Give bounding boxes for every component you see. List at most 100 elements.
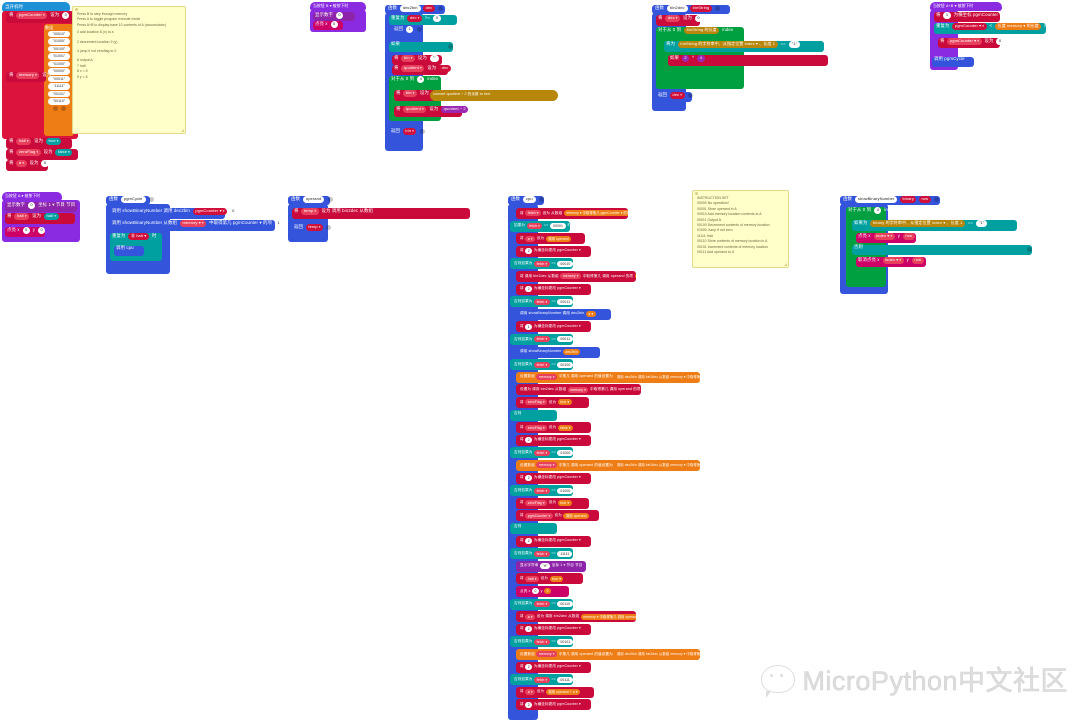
ba-halt2[interactable]: halt xyxy=(43,213,59,220)
set-pgmcounter-row[interactable]: 将 pgmCounter 设为 0 xyxy=(6,12,76,23)
ab-r2-right[interactable]: 长度 memory ▾ 的长度 xyxy=(995,23,1042,30)
cpu-row-var[interactable]: memory xyxy=(536,462,558,469)
cpu-row-expr[interactable]: dec2bin xyxy=(563,348,581,355)
cpu-row-value[interactable]: 00101 xyxy=(557,638,573,645)
cpu-row-set-14[interactable]: 设置为 调用 bin2dec 从数组memory中取得第几 调用 operand… xyxy=(516,384,641,396)
block-function-dec2bin[interactable]: 函数 dec2bin dec xyxy=(385,5,445,14)
cpu-row-var[interactable]: fetch xyxy=(526,222,543,229)
cpu-row-set-2[interactable]: 将a设为调用 operand xyxy=(516,233,585,245)
var-dec2[interactable]: dec xyxy=(665,15,681,22)
value-a-zero[interactable]: 0 xyxy=(41,160,49,167)
cpu-row-change-6[interactable]: 将 2 为横坐标更改 pgmCounter ▾ xyxy=(516,283,591,295)
cpu-row-value[interactable]: 00001 xyxy=(550,222,566,229)
bin2dec-if2-row[interactable]: 如果 2 ^ 4 xyxy=(668,55,828,66)
operand-set-temp[interactable]: 将 temp 设为 调用 bin2dec 从数组 xyxy=(292,208,470,219)
block-function-pgmcycle[interactable]: 函数 pgmCycle xyxy=(106,196,154,205)
cpu-row-value[interactable]: 01000 xyxy=(557,449,573,456)
cpu-row-var[interactable]: halt xyxy=(525,575,540,582)
memory-item[interactable]: "00011" xyxy=(48,75,70,82)
cpu-row-var[interactable]: zeroFlag xyxy=(525,424,548,431)
dec2bin-val[interactable]: 0 xyxy=(433,15,441,22)
var-a[interactable]: a xyxy=(16,160,27,167)
var-quotient[interactable]: quotient xyxy=(401,65,425,72)
cpu-row-value[interactable]: 00110 xyxy=(557,600,573,607)
param-binstring[interactable]: binString xyxy=(690,5,712,12)
cpu-row-else-25[interactable]: 否则 xyxy=(510,523,558,534)
cpu-row-show-28[interactable]: 显示字符串 "H" 坐标 1 ▾ 节目 节目 xyxy=(516,560,587,572)
ret2-mutator[interactable] xyxy=(419,128,425,134)
ba-halt[interactable]: halt xyxy=(14,213,30,220)
var-quotient2[interactable]: quotient xyxy=(403,106,427,113)
ret2-bin[interactable]: bin xyxy=(402,128,417,135)
ba-r1-pill[interactable]: 0 xyxy=(27,202,36,209)
memory-item[interactable]: "00101" xyxy=(48,90,70,97)
cpu-row-value[interactable]: 2 xyxy=(525,626,533,633)
dec2bin-return2[interactable]: 返回 bin xyxy=(389,128,425,138)
instr-comment-resize-handle[interactable] xyxy=(784,263,787,266)
comment-resize-handle[interactable] xyxy=(181,129,184,132)
function-name-cpu[interactable]: cpu xyxy=(522,196,536,203)
cpu-row-change-21[interactable]: 将 2 为横坐标更改 pgmCounter ▾ xyxy=(516,472,591,484)
for-len[interactable]: binString 的长度 xyxy=(684,27,720,34)
bin2dec-return[interactable]: 返回 dec xyxy=(656,92,693,102)
cpu-row-expr[interactable]: true ▾ xyxy=(557,399,572,406)
function-name-dec2bin[interactable]: dec2bin xyxy=(399,5,421,12)
cpu-row-var[interactable]: memory xyxy=(536,374,558,381)
pgmcycle-row2[interactable]: 调用 showBinaryNumber 从数组 memory ▾ 中取得第几 p… xyxy=(110,220,283,231)
sb-for-n[interactable]: 4 xyxy=(874,207,882,214)
block-on-button-ab[interactable]: 当按钮 A+B ▾ 被按下时 xyxy=(930,2,1002,11)
dec2bin-set-quotient[interactable]: 将 quotient 设为 dec xyxy=(392,65,451,75)
var-memory[interactable]: memory xyxy=(16,72,40,79)
pc-r2-pill[interactable]: memory ▾ xyxy=(179,220,207,227)
function-mutator-icon-1[interactable] xyxy=(438,5,444,11)
bi-one[interactable]: "1" xyxy=(788,41,801,48)
cpu-row-set-17[interactable]: 将zeroFlag设为false ▾ xyxy=(516,422,591,434)
cpu-row-var[interactable]: fetch xyxy=(534,449,550,456)
memory-item[interactable]: "01000" xyxy=(48,60,70,67)
cpu-row-var[interactable]: zeroFlag xyxy=(525,500,548,507)
function-mutator-icon-5[interactable] xyxy=(934,196,940,202)
set-memory-row[interactable]: 将 memory 设为 xyxy=(6,72,51,82)
sb-if-val[interactable]: "1" xyxy=(976,220,988,227)
quot-dec[interactable]: dec xyxy=(439,65,451,72)
set-halt-row[interactable]: 将 halt 设为 true xyxy=(6,138,72,149)
bin2dec-set-dec[interactable]: 将 dec 设为 0 xyxy=(656,15,703,26)
cpu-row-var[interactable]: pgmCounter xyxy=(525,512,553,519)
cpu-row-value[interactable]: 2 xyxy=(525,285,533,292)
memory-item[interactable]: "00010" xyxy=(48,30,70,37)
button-a-row1[interactable]: 显示数字 0 坐标 1 ▾ 节目 节目 xyxy=(5,202,77,212)
bin2dec-if-row[interactable]: 将为 binString 的字符串中、从指定位置 index ▾ 、长度 1 =… xyxy=(664,41,824,52)
for-to[interactable]: 4 xyxy=(417,76,425,83)
cpu-row-change-36[interactable]: 将 2 为横坐标更改 pgmCounter ▾ xyxy=(516,661,591,673)
cpu-row-value[interactable]: 11111 xyxy=(557,550,573,557)
function-name-bin2dec[interactable]: bin2dec xyxy=(666,5,688,12)
memory-items-list[interactable]: "00010" "01000" "00100" "01001" "01000" "0000… xyxy=(44,30,74,105)
function-mutator-icon-3[interactable] xyxy=(148,196,154,202)
sb-plot-row[interactable]: row xyxy=(902,233,915,240)
button-a-row2[interactable]: 将 halt 设为 halt xyxy=(5,213,75,224)
operand-return[interactable]: 返回 temp xyxy=(292,224,332,234)
value-zero[interactable]: 0 xyxy=(62,12,70,19)
dec2bin-set-bin[interactable]: 将 bin 设为 "" xyxy=(392,55,442,65)
cpu-row-call-11[interactable]: 调用 showBinaryNumber dec2bin xyxy=(516,346,601,358)
var-pgmcounter[interactable]: pgmCounter xyxy=(16,12,48,19)
cpu-row-change-33[interactable]: 将 2 为横坐标更改 pgmCounter ▾ xyxy=(516,623,591,635)
array-plus-icon[interactable] xyxy=(61,105,67,111)
cpu-row-set-24[interactable]: 将pgmCounter设为调用 operand xyxy=(516,510,599,522)
cpu-row-change-26[interactable]: 将 2 为横坐标更改 pgmCounter ▾ xyxy=(516,535,591,547)
cpu-row-var[interactable]: a xyxy=(525,689,536,696)
block-function-showbinary[interactable]: 函数 showBinaryNumber binary row xyxy=(840,196,940,205)
function-mutator-icon-6[interactable] xyxy=(539,196,545,202)
cpu-row-value[interactable]: 2 xyxy=(525,701,533,708)
cpu-row-expr[interactable]: 调用 dec2bin 调用 bin2dec 从数组 memory ▾ 中取得第几… xyxy=(614,651,700,658)
block-on-start[interactable]: 当开机时 xyxy=(2,2,70,12)
showbinary-unplot[interactable]: 取消点亮 x index ▾ y row xyxy=(856,257,926,267)
var-zeroflag[interactable]: zeroFlag xyxy=(16,149,41,156)
dec2bin-convert-pill[interactable]: convert quotient ÷ 2 的余数 to text xyxy=(430,90,558,101)
cpu-row-value[interactable]: 2 xyxy=(525,437,533,444)
cpu-row-value[interactable]: 00011 xyxy=(557,336,573,343)
